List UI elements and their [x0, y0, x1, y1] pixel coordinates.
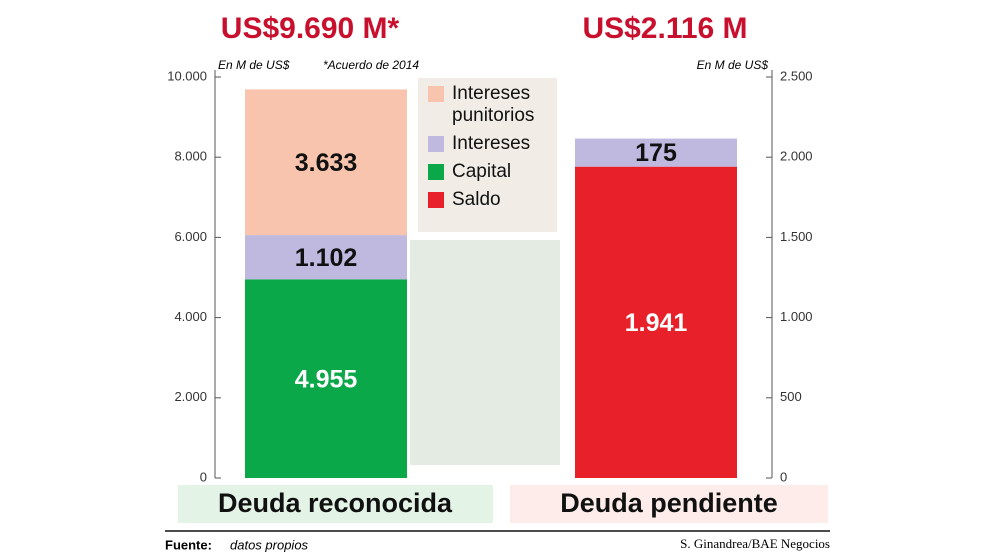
credit: S. Ginandrea/BAE Negocios: [680, 536, 830, 551]
value-label: 175: [635, 139, 677, 167]
y-tick-label: 2.500: [780, 68, 813, 83]
y-tick-label: 2.000: [780, 149, 813, 164]
y-tick-label: 1.500: [780, 229, 813, 244]
bar-segment: [575, 138, 737, 167]
legend-label: Intereses: [452, 133, 531, 154]
legend-label: Capital: [452, 161, 512, 182]
y-tick-label: 6.000: [174, 229, 207, 244]
source-label: Fuente:: [165, 537, 212, 552]
bill-background: [410, 240, 560, 465]
y-tick-label: 10.000: [167, 68, 207, 83]
legend-item: Capital: [428, 161, 551, 183]
y-tick-label: 8.000: [174, 149, 207, 164]
y-tick-label: 2.000: [174, 389, 207, 404]
legend-label: Saldo: [452, 189, 501, 210]
legend-item: Saldo: [428, 189, 551, 211]
legend-item: Intereses: [428, 133, 551, 155]
legend-label: Intereses punitorios: [452, 83, 535, 126]
source: datos propios: [230, 537, 309, 552]
bar-segment: [575, 166, 737, 478]
value-label: 1.102: [295, 244, 358, 272]
bar-segment: [245, 279, 407, 478]
y-tick-label: 0: [780, 469, 787, 484]
value-label: 3.633: [295, 149, 358, 177]
category-box: [178, 485, 493, 523]
subtitle: En M de US$: [218, 58, 290, 72]
value-label: 1.941: [625, 309, 688, 337]
legend-swatch: [428, 192, 444, 208]
category-label: Deuda pendiente: [560, 488, 778, 518]
subtitle: En M de US$: [697, 58, 769, 72]
legend: Intereses punitorios Intereses Capital S…: [418, 78, 557, 232]
bar-segment: [245, 235, 407, 280]
category-box: [510, 485, 828, 523]
category-label: Deuda reconocida: [218, 488, 453, 518]
y-tick-label: 500: [780, 389, 802, 404]
y-tick-label: 0: [200, 469, 207, 484]
y-tick-label: 1.000: [780, 309, 813, 324]
note: *Acuerdo de 2014: [323, 58, 419, 72]
legend-swatch: [428, 136, 444, 152]
legend-item: Intereses punitorios: [428, 83, 551, 127]
bar-segment: [245, 89, 407, 236]
chart-title: US$9.690 M*: [221, 12, 400, 45]
legend-swatch: [428, 164, 444, 180]
chart-title: US$2.116 M: [582, 12, 747, 45]
value-label: 4.955: [295, 365, 358, 393]
legend-swatch: [428, 86, 444, 102]
y-tick-label: 4.000: [174, 309, 207, 324]
